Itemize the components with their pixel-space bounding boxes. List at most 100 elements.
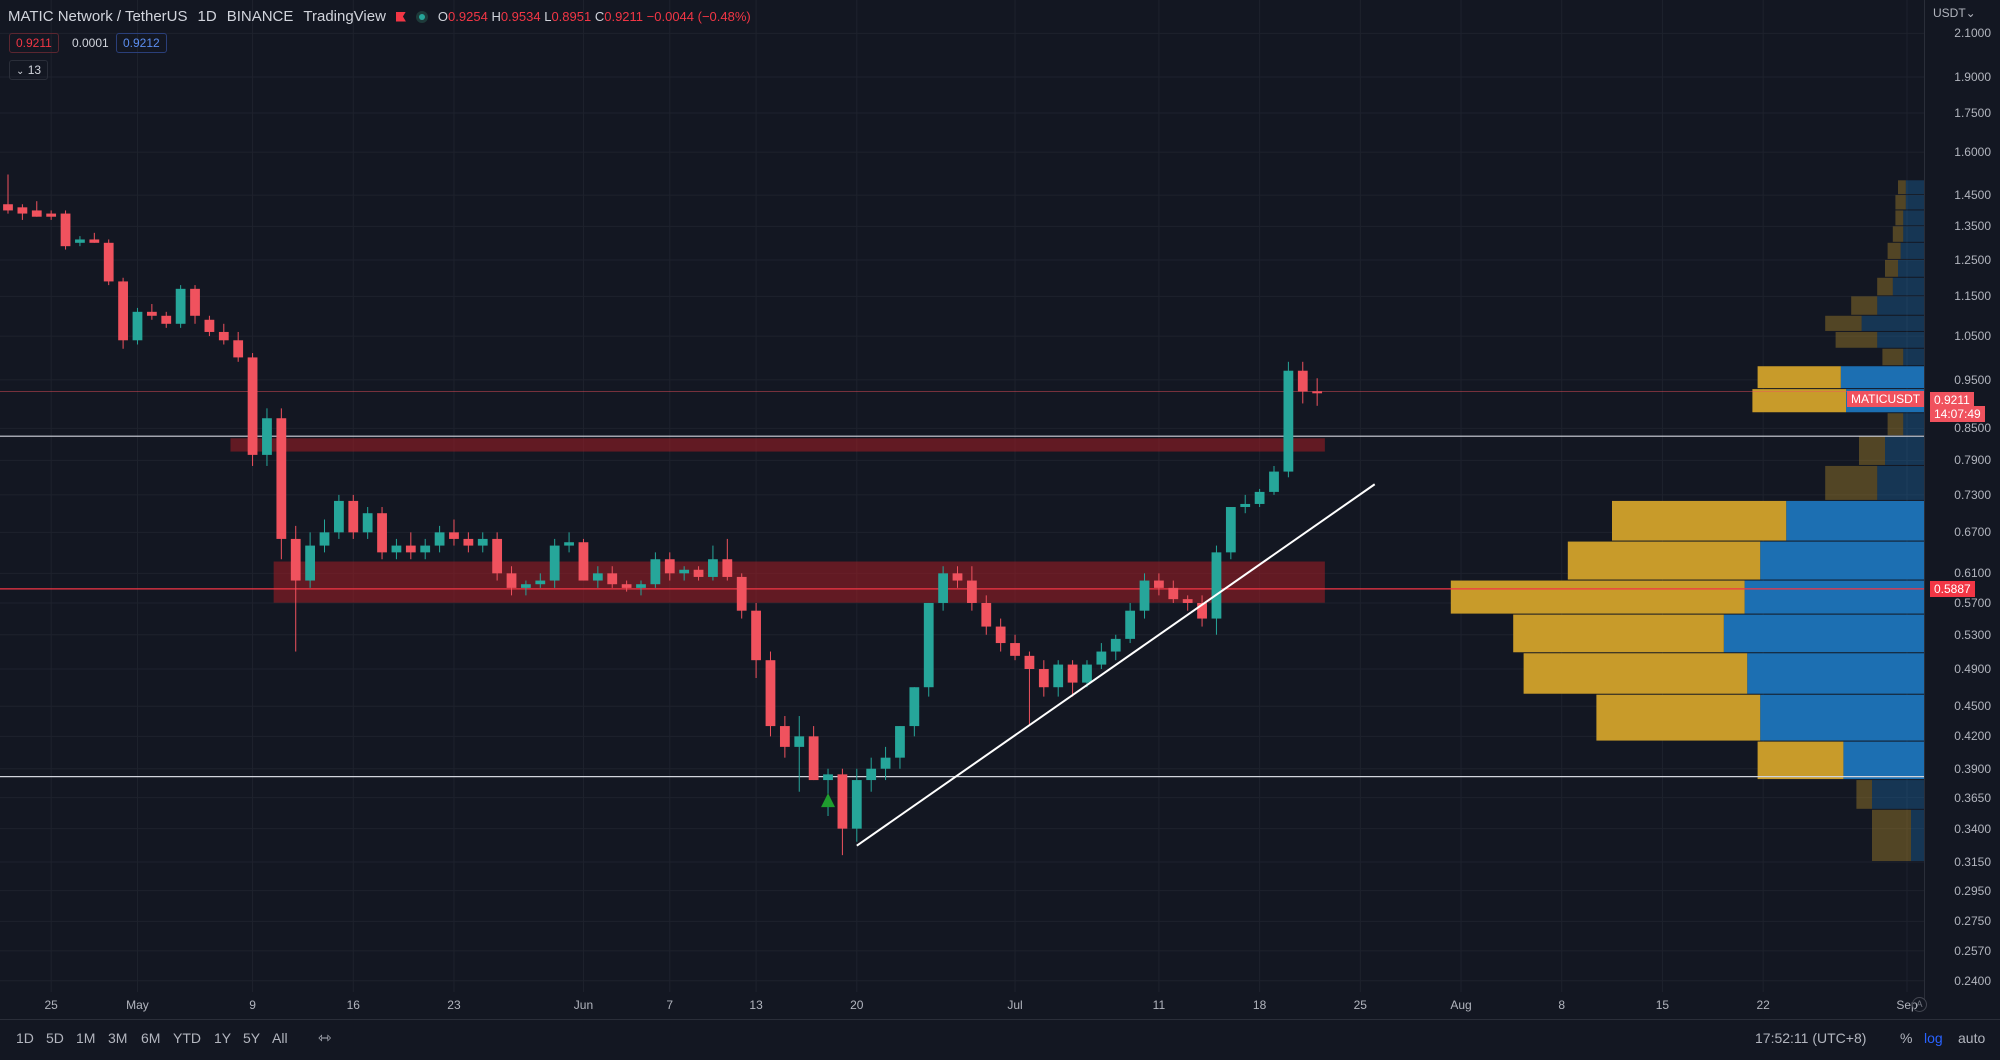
price-tick-label: 0.7900 [1954,453,1991,468]
volume-profile-bar-sell [1825,315,1862,331]
candle-body [521,584,531,588]
range-button-5d[interactable]: 5D [46,1030,64,1046]
volume-profile-bar-sell [1892,226,1904,242]
volume-profile-bar-buy [1892,277,1924,296]
candle-body [31,210,42,217]
range-button-3m[interactable]: 3M [108,1030,128,1046]
price-tick-label: 1.4500 [1954,188,1991,203]
range-button-6m[interactable]: 6M [141,1030,161,1046]
candle-body [420,545,431,553]
candle-body [823,774,833,781]
indicators-toggle[interactable]: ⌄ 13 [9,60,49,80]
chart-canvas[interactable] [0,0,1924,1000]
candle-body [837,774,848,829]
horizontal-lines[interactable] [0,391,1924,778]
candle-body [1283,370,1294,472]
buy-signal-icon [821,793,836,808]
volume-profile-bar-sell [1757,741,1844,780]
candle-body [1168,587,1179,600]
volume-profile-bar-buy [1744,580,1924,614]
candle-body [1225,507,1236,553]
market-status-icon[interactable] [415,10,428,23]
candle-body [636,584,646,588]
price-zone [230,438,1325,452]
candle-body [434,532,445,546]
candle-body [333,500,344,533]
candle-body [1110,638,1121,652]
interval-label[interactable]: 1D [197,8,217,25]
candle-body [1197,602,1207,619]
price-tick-label: 1.7500 [1954,105,1991,120]
high-value: 0.9534 [500,9,541,24]
volume-profile-bar-sell [1612,500,1787,541]
range-button-all[interactable]: All [272,1030,288,1046]
range-button-1y[interactable]: 1Y [214,1030,232,1046]
volume-profile-bar-sell [1887,242,1901,259]
poc-price-tag: 0.5887 [1930,580,1975,597]
symbol-title[interactable]: MATIC Network / TetherUS [8,8,188,25]
price-tick-label: 0.7300 [1954,487,1991,502]
price-tick-label: 1.0500 [1954,329,1991,344]
volume-profile-bar-buy [1760,541,1924,580]
candle-body [190,288,200,316]
candle-body [909,687,920,727]
candle-body [477,538,488,546]
price-tick-label: 0.6700 [1954,525,1991,540]
candle-body [966,580,977,603]
candle-body [679,569,690,574]
volume-profile-bar-sell [1872,809,1911,862]
range-button-1d[interactable]: 1D [16,1030,34,1046]
percent-scale-toggle[interactable]: % [1900,1030,1913,1046]
volume-profile-bar-buy [1877,465,1924,500]
candle-body [1082,664,1092,683]
clock-time[interactable]: 17:52:11 (UTC+8) [1755,1030,1867,1046]
volume-profile [1450,180,1924,862]
candle-body [765,660,776,727]
time-tick-label: 25 [1353,998,1367,1012]
volume-profile-bar-sell [1895,210,1904,226]
candle-body [952,573,963,581]
volume-profile-bar-sell [1851,296,1878,315]
candle-body [995,626,1006,644]
price-axis[interactable]: USDT⌄ 2.1000 1.9000 1.7500 1.6000 1.4500 1.35… [1924,0,2000,1000]
volume-profile-bar-buy [1905,180,1924,195]
volume-profile-bar-sell [1885,259,1898,277]
range-button-ytd[interactable]: YTD [173,1030,201,1046]
price-tick-label: 1.1500 [1954,289,1991,304]
volume-profile-bar-sell [1877,277,1893,296]
time-axis[interactable]: 25 May 9 16 23 Jun 7 13 20 Jul 11 18 25 Aug 8 15 22 Sep A [0,992,1927,1018]
candle-body [664,559,675,574]
volume-profile-bar-buy [1786,500,1924,541]
change-value: −0.0044 (−0.48%) [646,9,751,24]
supply-demand-zones[interactable] [230,438,1325,603]
date-range-icon[interactable]: ⇿ [318,1030,332,1047]
chart-legend: MATIC Network / TetherUS 1D BINANCE Trad… [8,8,751,25]
bid-price-button[interactable]: 0.9211 [9,33,59,53]
volume-profile-bar-sell [1523,653,1748,694]
auto-scale-toggle[interactable]: auto [1958,1030,1986,1046]
price-tick-label: 1.6000 [1954,145,1991,160]
candle-body [722,559,733,577]
flag-icon[interactable] [395,11,406,22]
range-button-5y[interactable]: 5Y [243,1030,261,1046]
candle-body [348,500,359,533]
drawings[interactable] [821,483,1376,847]
candle-body [923,602,934,688]
candle-body [262,418,272,455]
auto-scale-corner[interactable]: A [1912,997,1927,1012]
close-value: 0.9211 [604,9,644,24]
candle-body [535,580,546,585]
time-tick-label: May [126,998,149,1012]
currency-label: USDT [1933,6,1966,20]
candle-body [492,538,503,574]
range-button-1m[interactable]: 1M [76,1030,96,1046]
price-tick-label: 0.6100 [1954,566,1991,581]
log-scale-toggle[interactable]: log [1924,1030,1943,1046]
currency-selector[interactable]: USDT⌄ [1933,6,1976,20]
candle-body [3,204,13,211]
candle-body [463,538,474,546]
ask-price-button[interactable]: 0.9212 [116,33,167,53]
candle-body [549,545,560,581]
candle-body [1182,599,1193,603]
candle-body [46,213,57,217]
